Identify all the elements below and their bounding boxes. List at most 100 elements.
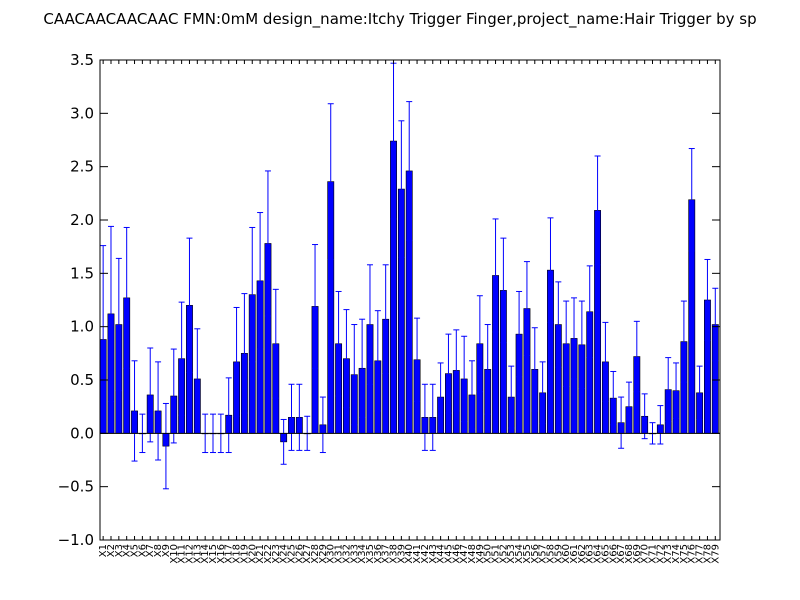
x-tick-label-X29: X29 [318,544,329,564]
x-tick-label-X37: X37 [381,544,392,564]
error-bar-X3 [115,257,122,392]
error-bar-X77 [696,365,703,420]
x-tick-label-X74: X74 [671,544,682,564]
x-tick-label-X38: X38 [389,544,400,564]
error-bar-X4 [123,226,130,369]
x-tick-label-X71: X71 [648,544,659,564]
x-tick-label-X54: X54 [514,544,525,564]
error-bar-X23 [272,288,279,399]
x-tick-label-X4: X4 [122,544,133,557]
x-tick-label-X49: X49 [475,544,486,564]
x-tick-label-X15: X15 [208,544,219,564]
error-bar-X56 [531,327,538,412]
error-bar-X33 [351,324,358,426]
x-tick-label-X32: X32 [341,544,352,564]
y-tick-label: 1.5 [70,264,94,282]
x-tick-label-X44: X44 [436,544,447,564]
chart-title: CAACAACAACAAC FMN:0mM design_name:Itchy … [43,10,756,29]
error-bar-X65 [602,321,609,402]
x-tick-label-X6: X6 [137,544,148,557]
error-bar-X17 [225,377,232,454]
x-tick-label-X76: X76 [687,544,698,564]
x-tick-label-X2: X2 [106,544,117,557]
error-bar-X67 [618,396,625,449]
y-tick-label: 0.0 [70,424,94,442]
error-bar-X60 [563,300,570,387]
x-tick-label-X41: X41 [412,544,423,564]
x-tick-label-X77: X77 [695,544,706,564]
x-tick-label-X66: X66 [608,544,619,564]
x-tick-label-X65: X65 [600,544,611,564]
y-tick-label: 2.0 [70,211,94,229]
error-bar-X44 [437,362,444,432]
error-bar-X54 [516,290,523,378]
error-bar-X69 [633,320,640,393]
error-bar-X57 [539,361,546,425]
x-tick-label-X50: X50 [483,544,494,564]
plot-frame [99,59,721,541]
x-tick-label-X46: X46 [451,544,462,564]
error-bar-X47 [461,335,468,423]
x-tick-label-X16: X16 [216,544,227,564]
error-bar-X9 [162,402,169,490]
y-tick-label: 3.0 [70,104,94,122]
x-tick-label-X72: X72 [655,544,666,564]
error-bar-X30 [327,103,334,260]
x-tick-label-X58: X58 [545,544,556,564]
error-bar-X59 [555,281,562,368]
x-tick-label-X36: X36 [373,544,384,564]
error-bar-X29 [319,396,326,454]
y-axis: −1.0 −0.5 0.0 0.5 1.0 1.5 2.0 2.5 3.0 3.5 [58,51,720,549]
x-tick-label-X30: X30 [326,544,337,564]
y-tick-label: 3.5 [70,51,94,69]
error-bar-X48 [469,360,475,430]
x-tick-label-X8: X8 [153,544,164,557]
x-tick-label-X34: X34 [357,544,368,564]
x-tick-label-X43: X43 [428,544,439,564]
error-bar-X52 [500,237,507,344]
error-bar-X39 [398,120,405,258]
x-tick-label-X61: X61 [569,544,580,564]
x-tick-label-X13: X13 [192,544,203,564]
error-bar-X13 [194,328,201,430]
error-bar-X21 [257,212,264,350]
x-tick-label-X11: X11 [177,544,188,564]
x-tick-label-X67: X67 [616,544,627,564]
error-bar-X8 [155,361,162,461]
x-tick-label-X26: X26 [294,544,305,564]
x-tick-label-X35: X35 [365,544,376,564]
y-tick-label: 0.5 [70,371,94,389]
x-tick-label-X39: X39 [396,544,407,564]
error-bar-X11 [178,301,185,416]
error-bar-X53 [508,365,515,429]
x-tick-label-X48: X48 [467,544,478,564]
x-tick-label-X17: X17 [224,544,235,564]
x-tick-label-X20: X20 [247,544,258,564]
error-bar-X64 [594,155,601,266]
error-bar-X43 [429,383,436,451]
error-bar-X40 [406,101,413,241]
error-bar-X63 [586,265,593,359]
error-bar-X78 [704,258,711,342]
x-tick-label-X19: X19 [239,544,250,564]
x-tick-label-X75: X75 [679,544,690,564]
error-bar-X68 [625,381,632,432]
x-tick-label-X78: X78 [702,544,713,564]
x-tick-label-X53: X53 [506,544,517,564]
x-tick-label-X68: X68 [624,544,635,564]
x-tick-label-X14: X14 [200,544,211,564]
error-bar-X26 [296,383,303,451]
error-bar-X74 [673,362,680,419]
x-tick-label-X24: X24 [279,544,290,564]
x-tick-label-X62: X62 [577,544,588,564]
error-bar-X18 [233,306,240,417]
x-tick-label-X10: X10 [169,544,180,564]
error-bar-X5 [131,360,138,462]
y-tick-label: −1.0 [58,531,94,549]
error-bar-X46 [453,329,460,412]
error-bar-X51 [492,218,499,333]
error-bar-X7 [147,347,154,443]
x-tick-label-X1: X1 [98,544,109,557]
x-tick-label-X40: X40 [404,544,415,564]
